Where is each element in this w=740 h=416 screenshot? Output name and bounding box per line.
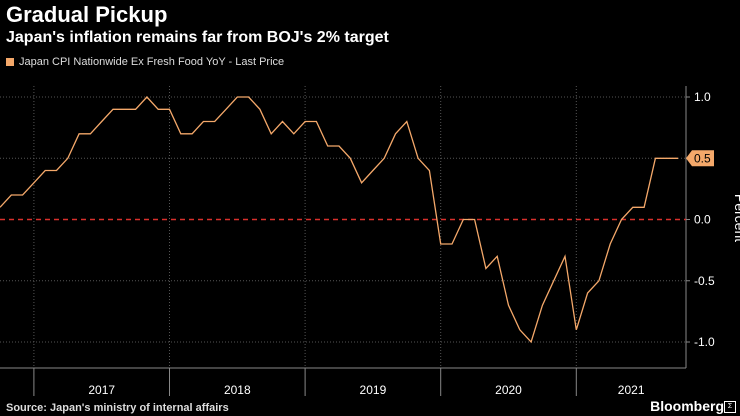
- y-tick-label: 1.0: [694, 90, 711, 104]
- series-line: [0, 96, 678, 344]
- x-tick-label: 2020: [495, 383, 522, 397]
- x-tick-label: 2018: [224, 383, 251, 397]
- legend-label: Japan CPI Nationwide Ex Fresh Food YoY -…: [19, 56, 285, 68]
- last-value-label: 0.5: [694, 151, 711, 165]
- legend: Japan CPI Nationwide Ex Fresh Food YoY -…: [6, 56, 284, 68]
- y-tick-label: -0.5: [694, 274, 715, 288]
- brand-logo: Bloomberg: [650, 398, 724, 414]
- x-tick-label: 2017: [88, 383, 115, 397]
- x-tick-label: 2021: [618, 383, 645, 397]
- brand-mark-icon: Σ: [724, 401, 736, 413]
- source-note: Source: Japan's ministry of internal aff…: [6, 402, 229, 414]
- x-tick-label: 2019: [360, 383, 387, 397]
- last-value-tag: [686, 150, 714, 167]
- y-tick-label: 0.0: [694, 213, 711, 227]
- y-tick-label: -1.0: [694, 335, 715, 349]
- legend-swatch: [6, 58, 14, 66]
- chart-title: Gradual Pickup: [6, 2, 168, 27]
- chart-subtitle: Japan's inflation remains far from BOJ's…: [6, 29, 389, 46]
- y-axis-label: Percent: [732, 194, 740, 242]
